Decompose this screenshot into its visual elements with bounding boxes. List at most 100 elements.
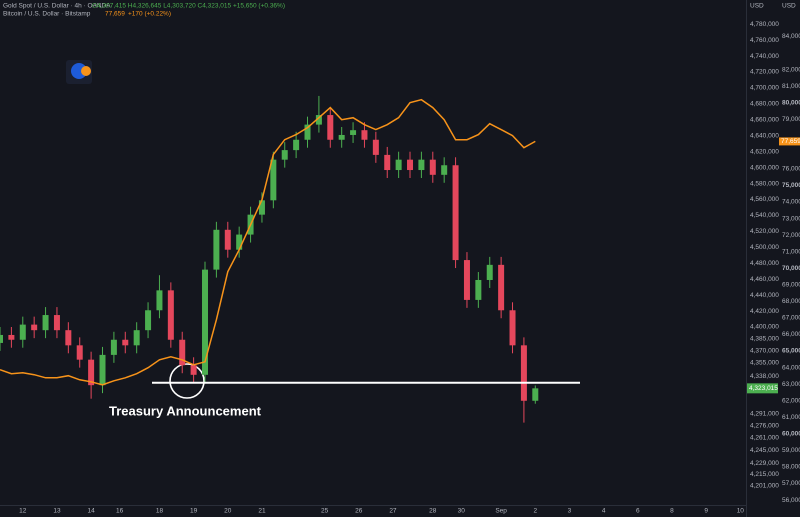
candle-body [520,345,527,401]
y-tick-label: 4,520,000 [750,228,779,235]
candle-body [145,310,152,331]
y-tick-label: 4,780,000 [750,21,779,28]
x-tick-label: 19 [190,508,198,515]
candle-body [532,388,539,401]
x-tick-label: 9 [704,508,708,515]
y-tick-label: 4,440,000 [750,292,779,299]
x-tick-label: 30 [458,508,466,515]
x-tick-label: 6 [636,508,640,515]
candle-body [53,315,60,331]
candle-body [452,165,459,261]
y2-tick-label: 73,000 [782,215,800,222]
y-tick-label: 4,215,000 [750,471,779,478]
y-tick-label: 4,229,000 [750,460,779,467]
y2-tick-label: 59,000 [782,447,800,454]
y2-axis-title: USD [782,3,796,10]
y-tick-label: 4,560,000 [750,196,779,203]
y2-tick-label: 58,000 [782,464,800,471]
candle-body [31,324,38,331]
candle-body [270,159,277,201]
y2-tick-label: 71,000 [782,248,800,255]
y2-tick-label: 68,000 [782,298,800,305]
candle-body [224,229,231,250]
y-tick-label: 4,580,000 [750,180,779,187]
y2-tick-label: 67,000 [782,315,800,322]
candle-body [76,345,83,360]
candle-body [350,130,357,135]
candle-body [395,159,402,171]
x-tick-label: 2 [533,508,537,515]
candle-body [202,269,209,375]
x-tick-label: 12 [19,508,27,515]
candle-body [156,290,163,311]
candle-body [384,154,391,171]
candle-body [475,279,482,300]
candle-body [236,234,243,250]
x-tick-label: 3 [568,508,572,515]
candle-body [0,334,3,343]
chart-title: Gold Spot / U.S. Dollar · 4h · OANDA [3,3,111,10]
candle-body [65,330,72,346]
candle-body [498,264,505,311]
candle-body [361,130,368,140]
y-tick-label: 4,370,000 [750,348,779,355]
x-tick-label: 13 [53,508,61,515]
candle-body [281,150,288,160]
y-tick-label: 4,460,000 [750,276,779,283]
y2-tick-label: 69,000 [782,282,800,289]
candle-body [19,324,26,340]
x-tick-label: 18 [156,508,164,515]
x-tick-label: 25 [321,508,329,515]
candle-body [293,139,300,151]
y2-tick-label: 63,000 [782,381,800,388]
ohlc-readout: O4,307,415 H4,326,645 L4,303,720 C4,323,… [92,3,285,10]
y2-tick-label: 61,000 [782,414,800,421]
candle-body [213,229,220,270]
y-tick-label: 4,355,000 [750,360,779,367]
y-tick-label: 4,338,000 [750,373,779,380]
y-tick-label: 4,500,000 [750,244,779,251]
candle-body [486,264,493,280]
x-tick-label: 8 [670,508,674,515]
y-tick-label: 4,620,000 [750,148,779,155]
candle-body [190,365,197,375]
y2-tick-label: 84,000 [782,33,800,40]
last-price-label: 77,659 [781,138,800,145]
y-tick-label: 4,540,000 [750,212,779,219]
y2-tick-label: 80,000 [782,99,800,106]
x-tick-label: 27 [389,508,397,515]
legend-value: 77,659 [105,11,125,18]
y-tick-label: 4,680,000 [750,101,779,108]
y-tick-label: 4,760,000 [750,37,779,44]
legend-change: +170 (+0.22%) [128,11,171,18]
legend-entry: Bitcoin / U.S. Dollar · Bitstamp [3,11,91,18]
y-tick-label: 4,480,000 [750,260,779,267]
candle-body [110,339,117,355]
y-tick-label: 4,660,000 [750,117,779,124]
y2-tick-label: 72,000 [782,232,800,239]
candle-body [463,260,470,300]
candle-body [407,159,414,171]
y2-tick-label: 79,000 [782,116,800,123]
candle-body [509,310,516,346]
y2-tick-label: 56,000 [782,497,800,504]
candle-body [167,290,174,340]
y2-tick-label: 74,000 [782,199,800,206]
series-line [0,98,536,386]
last-price-box [779,137,800,146]
x-tick-label: 28 [429,508,437,515]
x-tick-label: 16 [116,508,124,515]
candle-body [315,115,322,125]
highlight-circle [169,363,205,399]
y-tick-label: 4,600,000 [750,164,779,171]
y2-tick-label: 62,000 [782,397,800,404]
candle-body [179,339,186,366]
y2-tick-label: 81,000 [782,83,800,90]
x-tick-label: 14 [87,508,95,515]
y-tick-label: 4,740,000 [750,53,779,60]
candle-body [372,139,379,155]
candle-body [304,124,311,140]
y2-tick-label: 70,000 [782,265,800,272]
